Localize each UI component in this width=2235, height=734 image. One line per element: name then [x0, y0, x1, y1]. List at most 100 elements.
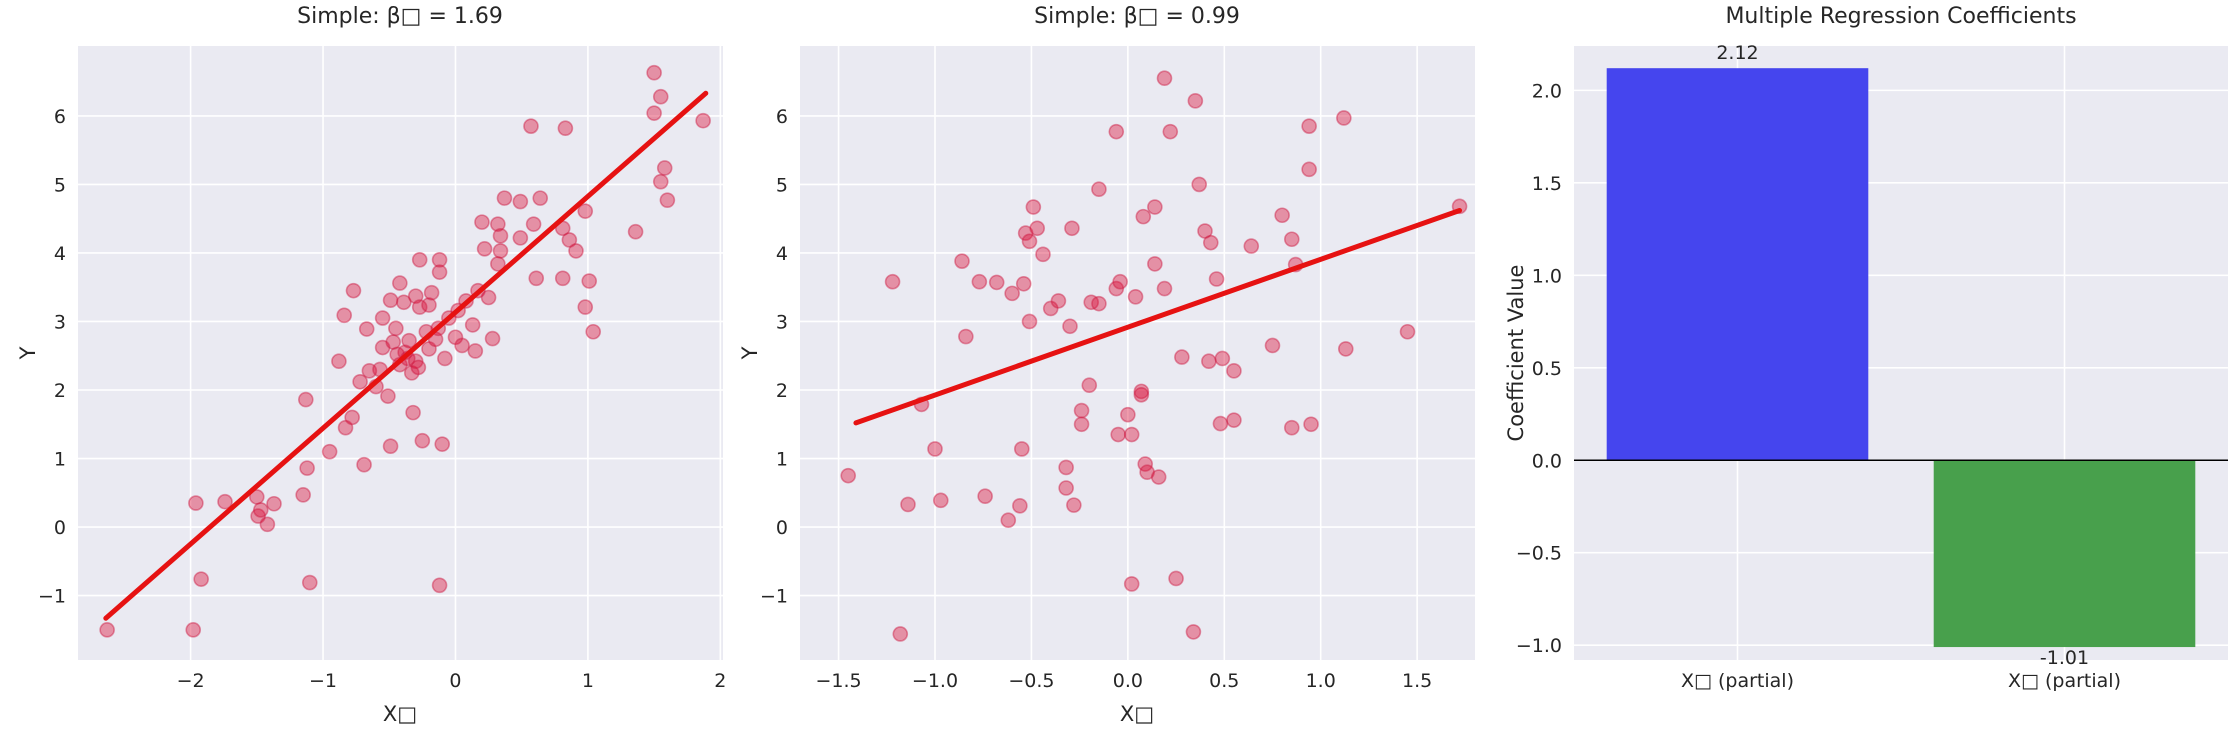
scatter-point — [454, 337, 470, 354]
axes-background — [78, 46, 723, 660]
scatter-point — [331, 353, 347, 370]
scatter-point — [259, 516, 276, 533]
scatter-point — [431, 577, 448, 594]
scatter-point — [1133, 387, 1150, 403]
subplot2-axes: −1.5 −1.0 −0.5 0.0 0.5 1.0 1.5 −1 0 1 2 3 4 5 6 — [760, 46, 1475, 692]
scatter-point — [652, 88, 669, 105]
scatter-point — [352, 373, 368, 390]
scatter-point — [403, 365, 420, 381]
tick-label: −1.5 — [816, 670, 862, 692]
scatter-point — [1301, 118, 1317, 134]
scatter-point — [1208, 271, 1225, 287]
scatter-point — [1174, 349, 1190, 365]
tick-label: 1 — [582, 670, 594, 692]
scatter-point — [1066, 497, 1082, 513]
tick-label: −0.5 — [1008, 670, 1054, 692]
scatter-point — [1336, 110, 1352, 126]
scatter-point — [388, 320, 404, 337]
scatter-point — [1162, 123, 1179, 140]
tick-label: 0.0 — [1532, 450, 1562, 472]
scatter-point — [884, 273, 901, 290]
scatter-point — [585, 323, 602, 340]
scatter-point — [407, 353, 424, 370]
scatter-point — [1137, 456, 1154, 472]
scatter-point — [528, 270, 545, 287]
scatter-point — [490, 216, 506, 232]
tick-label: 1.5 — [1402, 670, 1432, 692]
scatter-point — [652, 173, 669, 190]
scatter-point — [577, 203, 594, 219]
subplot2-title: Simple: β□ = 0.99 — [1034, 4, 1240, 29]
bar-1 — [1606, 68, 1869, 461]
scatter-point — [1021, 313, 1038, 330]
scatter-point — [1202, 234, 1219, 251]
scatter-point — [492, 228, 509, 244]
scatter-point — [298, 391, 314, 408]
scatter-point — [1108, 280, 1125, 297]
scatter-point — [1337, 341, 1354, 357]
tick-label: 0 — [449, 670, 461, 692]
tick-label: 3 — [776, 311, 788, 333]
scatter-point — [659, 192, 676, 208]
tick-label: −1.0 — [912, 670, 958, 692]
tick-label: 2 — [54, 380, 66, 402]
scatter-point — [971, 273, 988, 290]
scatter-point — [1013, 441, 1030, 457]
scatter-point — [411, 252, 428, 268]
scatter-point — [356, 456, 372, 473]
scatter-point — [1399, 323, 1416, 340]
scatter-point — [1197, 223, 1213, 239]
scatter-point — [1062, 318, 1078, 335]
scatter-point — [512, 230, 529, 246]
scatter-point — [1133, 383, 1150, 400]
scatter-point — [301, 574, 318, 591]
scatter-point — [892, 626, 909, 642]
tick-label: 2.0 — [1532, 80, 1562, 102]
scatter-point — [474, 214, 490, 230]
axes-background — [800, 46, 1475, 660]
tick-label: 0.5 — [1532, 358, 1562, 380]
scatter-point — [1226, 363, 1242, 379]
scatter-point — [1283, 231, 1300, 248]
scatter-point — [405, 404, 421, 421]
scatter-point — [1083, 294, 1100, 311]
scatter-point — [1283, 419, 1300, 436]
tick-label: −1.0 — [1516, 635, 1562, 657]
scatter-point — [1185, 624, 1202, 640]
tick-label: 6 — [776, 106, 788, 128]
scatter-point — [1156, 70, 1173, 87]
scatter-point — [374, 339, 391, 356]
scatter-point — [512, 193, 529, 210]
subplot3-title: Multiple Regression Coefficients — [1725, 4, 2077, 29]
scatter-point — [1058, 459, 1074, 476]
tick-label: 4 — [54, 243, 66, 265]
scatter-point — [1120, 406, 1136, 423]
scatter-point — [496, 190, 513, 206]
scatter-point — [1127, 289, 1144, 305]
scatter-point — [431, 252, 448, 268]
subplot1-xaxis-label: X□ — [382, 702, 418, 726]
scatter-point — [1168, 570, 1184, 587]
scatter-point — [492, 243, 509, 259]
scatter-point — [646, 64, 662, 81]
scatter-point — [431, 264, 448, 280]
scatter-point — [185, 622, 202, 638]
scatter-point — [1012, 498, 1028, 514]
scatter-point — [1021, 233, 1038, 250]
tick-label: 5 — [776, 174, 788, 196]
scatter-point — [1108, 123, 1125, 140]
scatter-point — [646, 105, 662, 121]
scatter-point — [437, 350, 453, 367]
subplot2-yaxis-label: Y — [738, 346, 762, 360]
scatter-point — [958, 328, 974, 345]
tick-label: 5 — [54, 174, 66, 196]
scatter-point — [380, 388, 396, 404]
tick-label: 1.5 — [1532, 173, 1562, 195]
scatter-point — [266, 495, 282, 512]
scatter-point — [1058, 480, 1074, 496]
scatter-point — [1147, 199, 1163, 215]
scatter-point — [1050, 293, 1067, 309]
regression-line — [103, 90, 709, 621]
scatter-point — [1112, 273, 1128, 290]
scatter-point — [295, 487, 311, 503]
